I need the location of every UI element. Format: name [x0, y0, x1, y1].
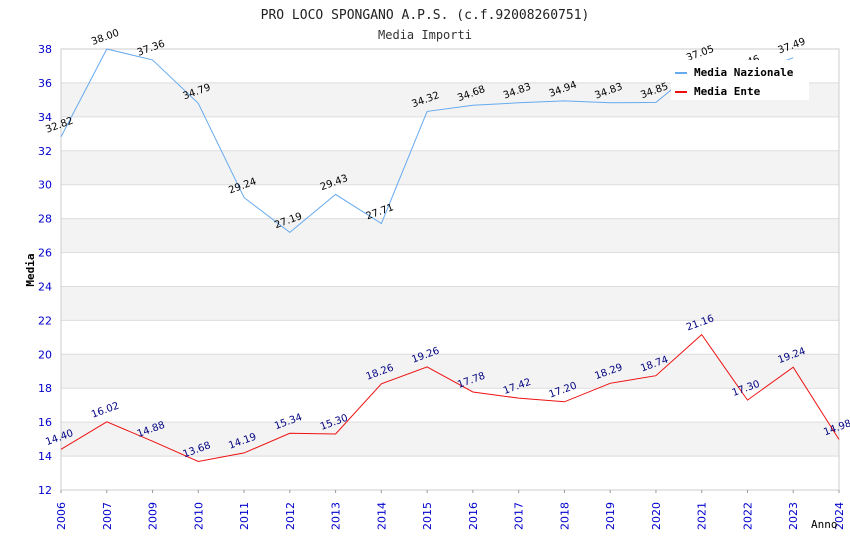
grid-band	[61, 286, 839, 321]
x-tick-label: 2012	[284, 502, 297, 530]
y-tick-label: 24	[38, 280, 52, 293]
x-tick-label: 2006	[55, 502, 68, 530]
data-label: 38.00	[90, 28, 121, 48]
y-tick-label: 26	[38, 247, 52, 260]
x-axis-title: Anno	[811, 518, 838, 531]
y-axis-title: Media	[24, 253, 37, 286]
y-tick-label: 28	[38, 213, 52, 226]
y-tick-label: 32	[38, 145, 52, 158]
plot-border	[60, 48, 840, 491]
x-tick-label: 2010	[192, 502, 205, 530]
x-tick-label: 2019	[604, 502, 617, 530]
data-label: 37.49	[776, 36, 807, 56]
y-axis-ticks: 12 14 16 18 20 22 24 26 28 30 32 34 36 38	[38, 43, 52, 497]
x-tick-label: 2017	[513, 502, 526, 530]
x-tick-label: 2013	[330, 502, 343, 530]
legend-label-media-ente: Media Ente	[694, 85, 761, 98]
legend-box	[671, 60, 809, 100]
x-tick-label: 2023	[787, 502, 800, 530]
y-tick-label: 34	[38, 111, 52, 124]
y-tick-label: 30	[38, 179, 52, 192]
y-tick-label: 18	[38, 382, 52, 395]
x-tick-label: 2024	[833, 502, 846, 530]
y-tick-label: 22	[38, 314, 52, 327]
legend-label-media-nazionale: Media Nazionale	[694, 66, 794, 79]
grid-band	[61, 354, 839, 389]
grid-band	[61, 150, 839, 185]
x-tick-label: 2011	[238, 502, 251, 530]
grid-bands	[61, 82, 839, 457]
x-tick-label: 2022	[741, 502, 754, 530]
grid-band	[61, 218, 839, 253]
series-line-media-ente	[60, 333, 840, 463]
x-tick-label: 2014	[375, 502, 388, 530]
chart-title: PRO LOCO SPONGANO A.P.S. (c.f.9200826075…	[261, 8, 590, 23]
y-tick-label: 12	[38, 484, 52, 497]
grid-band	[61, 422, 839, 457]
y-tick-label: 16	[38, 416, 52, 429]
grid-lines	[60, 48, 840, 491]
y-tick-label: 36	[38, 77, 52, 90]
legend: Media Nazionale Media Ente	[671, 60, 809, 100]
y-tick-label: 38	[38, 43, 52, 56]
data-label: 37.36	[136, 39, 167, 59]
x-axis-ticks: 2006 2007 2009 2010 2011 2012 2013 2014 2015 2016…	[55, 490, 846, 530]
data-label: 16.02	[90, 401, 121, 421]
x-tick-label: 2018	[558, 502, 571, 530]
x-tick-label: 2020	[650, 502, 663, 530]
chart-subtitle: Media Importi	[378, 28, 472, 42]
x-tick-label: 2007	[101, 502, 114, 530]
x-tick-label: 2016	[467, 502, 480, 530]
x-tick-label: 2009	[147, 502, 160, 530]
y-tick-label: 14	[38, 450, 52, 463]
x-tick-label: 2015	[421, 502, 434, 530]
y-tick-label: 20	[38, 348, 52, 361]
x-tick-label: 2021	[696, 502, 709, 530]
